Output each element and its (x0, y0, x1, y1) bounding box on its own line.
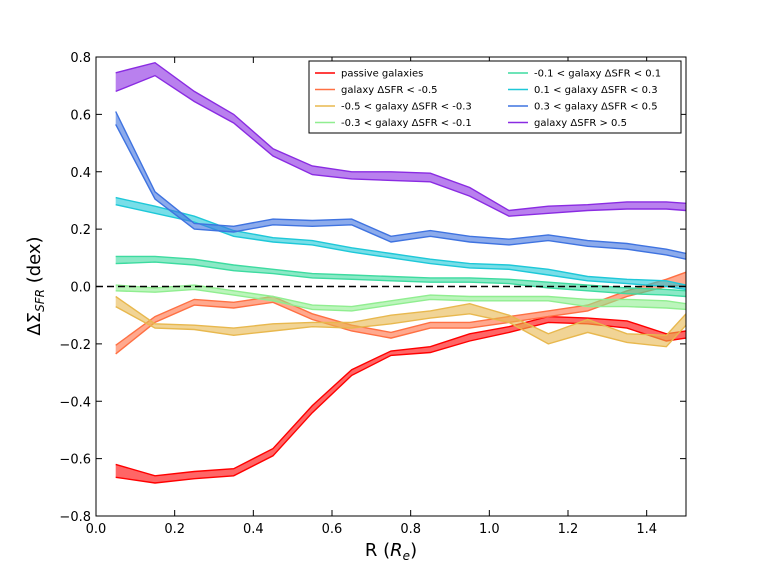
legend-label: 0.1 < galaxy ΔSFR < 0.3 (534, 85, 658, 96)
series-band-lower-edge (115, 288, 686, 312)
y-tick-label: 0.6 (70, 108, 91, 123)
series-band-upper-edge (115, 61, 686, 212)
series-band-6 (115, 111, 686, 260)
series-band-upper-edge (115, 295, 686, 337)
legend-label: passive galaxies (341, 69, 423, 80)
legend-box (308, 60, 682, 134)
legend-label: galaxy ΔSFR < -0.5 (341, 85, 438, 96)
legend-label: galaxy ΔSFR > 0.5 (534, 118, 627, 129)
series-band-upper-edge (115, 284, 686, 308)
series-band-upper-edge (115, 111, 686, 255)
y-tick-label: −0.8 (59, 510, 91, 525)
series-band-upper-edge (115, 315, 686, 477)
x-tick-label: 0.0 (86, 522, 107, 537)
series-band-lower-edge (115, 305, 686, 348)
legend-label: -0.1 < galaxy ΔSFR < 0.1 (534, 69, 661, 80)
series-band-fill (115, 296, 686, 347)
y-tick-label: 0.0 (70, 281, 91, 296)
series-band-lower-edge (115, 261, 686, 298)
y-tick-label: 0.2 (70, 223, 91, 238)
series-band-fill (115, 256, 686, 297)
legend: passive galaxies galaxy ΔSFR < -0.5 -0.5 <… (308, 60, 682, 134)
y-tick-label: −0.6 (59, 453, 91, 468)
series-band-fill (115, 197, 686, 290)
legend-label: -0.5 < galaxy ΔSFR < -0.3 (341, 102, 472, 113)
y-axis-label: ΔΣSFR (dex) (24, 236, 47, 335)
series-band-lower-edge (115, 74, 686, 217)
legend-label: -0.3 < galaxy ΔSFR < -0.1 (341, 118, 472, 129)
ticks-layer: 0.0 0.2 0.4 0.6 0.8 1.0 1.2 1.4 −0.8 −0.6 −0.4 −0.2… (59, 51, 686, 537)
series-band-3 (115, 284, 686, 312)
series-band-2 (115, 295, 686, 348)
series-band-7 (115, 61, 686, 217)
y-tick-label: 0.4 (70, 166, 91, 181)
x-tick-label: 0.8 (400, 522, 421, 537)
legend-items: passive galaxies galaxy ΔSFR < -0.5 -0.5 <… (315, 69, 661, 129)
x-tick-label: 1.4 (636, 522, 657, 537)
series-band-fill (115, 62, 686, 217)
x-tick-label: 0.4 (243, 522, 264, 537)
y-tick-label: 0.8 (70, 51, 91, 66)
x-tick-label: 0.6 (322, 522, 343, 537)
x-tick-label: 0.2 (164, 522, 185, 537)
series-band-upper-edge (115, 271, 686, 346)
x-tick-label: 1.2 (558, 522, 579, 537)
series-band-fill (115, 285, 686, 311)
x-tick-label: 1.0 (479, 522, 500, 537)
x-axis-label: R (Re) (365, 540, 417, 563)
y-tick-label: −0.4 (59, 395, 91, 410)
series-band-lower-edge (115, 124, 686, 260)
y-tick-label: −0.2 (59, 338, 91, 353)
legend-label: 0.3 < galaxy ΔSFR < 0.5 (534, 102, 658, 113)
series-band-upper-edge (115, 196, 686, 286)
